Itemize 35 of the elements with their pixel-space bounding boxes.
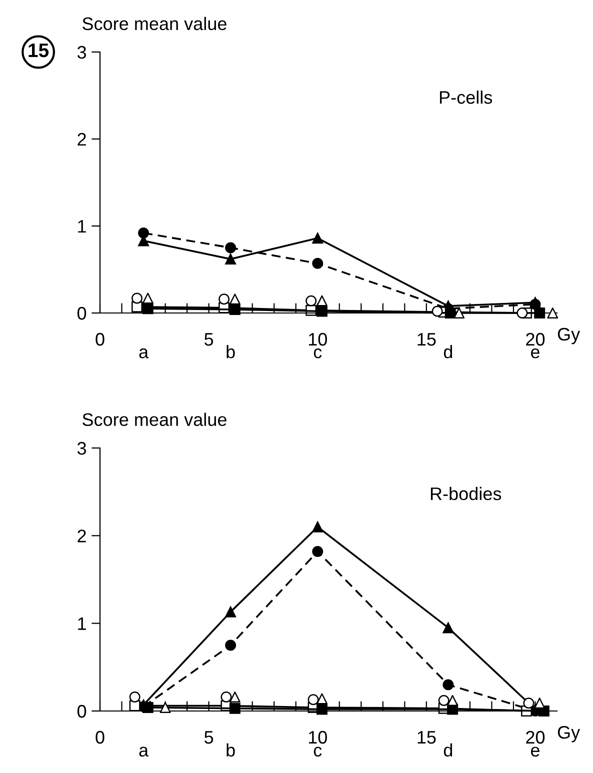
text: c: [314, 348, 322, 358]
y-tick-label: 0: [77, 306, 86, 320]
y-tick-label: 3: [77, 46, 86, 59]
text: a: [139, 348, 149, 358]
y-tick-label: 1: [78, 220, 86, 233]
x-tick-label: 0: [96, 332, 104, 346]
y-tick-label: 1: [78, 617, 86, 630]
text: e: [530, 746, 540, 757]
x-tick-label: 10: [308, 730, 327, 744]
text: R-bodies: [430, 486, 502, 500]
text: c: [314, 746, 322, 757]
text: 15: [28, 44, 49, 58]
y-axis-title: Score mean value: [82, 412, 226, 426]
text: a: [139, 746, 149, 757]
text: b: [226, 345, 235, 358]
text: e: [530, 348, 540, 358]
x-tick-label: 0: [96, 730, 104, 744]
x-tick-label: 10: [308, 332, 327, 346]
y-tick-label: 2: [78, 132, 86, 146]
y-tick-label: 3: [77, 442, 86, 455]
x-tick-label: 15: [418, 333, 436, 346]
x-axis-title: Gy: [558, 726, 580, 742]
y-axis-title: Score mean value: [82, 16, 226, 30]
x-tick-label: 20: [526, 730, 545, 744]
text: b: [226, 743, 235, 757]
y-tick-label: 2: [78, 530, 86, 542]
text: d: [444, 345, 452, 358]
y-tick-label: 0: [77, 704, 86, 718]
x-tick-label: 5: [204, 333, 214, 346]
x-tick-label: 15: [418, 731, 436, 744]
text: d: [444, 743, 452, 757]
x-tick-label: 5: [204, 731, 214, 744]
x-axis-title: Gy: [558, 328, 580, 344]
x-tick-label: 20: [526, 332, 545, 346]
text: P-cells: [440, 90, 492, 104]
